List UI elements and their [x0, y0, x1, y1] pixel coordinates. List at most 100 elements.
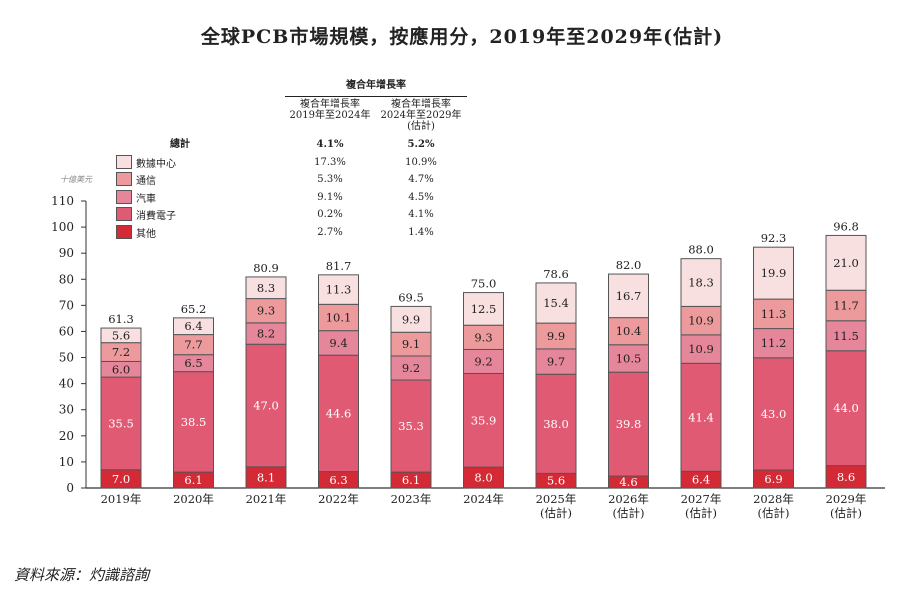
x-tick-label: 2027年: [681, 492, 722, 506]
cagr-value: 4.5%: [408, 191, 434, 203]
x-tick-label: (估計): [613, 506, 645, 520]
bar-segment: [535, 373, 577, 474]
bar-segment: [753, 357, 794, 471]
x-tick-label: (估計): [540, 506, 572, 520]
data-label: 44.0: [833, 401, 859, 415]
cagr-row-label: 消費電子: [116, 207, 316, 225]
data-label: 6.4: [184, 319, 202, 333]
bar-segment: [680, 258, 722, 307]
cagr-row-label: 總計: [170, 139, 190, 150]
data-label: 11.7: [833, 298, 859, 312]
cagr-value: 5.2%: [407, 139, 435, 150]
data-label: 18.3: [688, 276, 714, 290]
data-label: 8.3: [257, 281, 275, 295]
data-label: 9.3: [257, 304, 275, 318]
y-tick-label: 40: [59, 377, 74, 391]
x-tick-label: (估計): [758, 506, 790, 520]
bar-segment: [245, 343, 287, 468]
x-tick-label: 2020年: [173, 492, 214, 506]
y-tick-label: 20: [59, 429, 74, 443]
total-label: 96.8: [833, 219, 859, 233]
bar-segment: [318, 330, 359, 356]
cagr-value: 4.1%: [408, 209, 434, 220]
bar-segment: [535, 348, 577, 375]
data-label: 35.3: [398, 419, 424, 433]
data-label: 8.6: [837, 470, 855, 484]
data-label: 6.0: [112, 362, 130, 376]
total-label: 61.3: [108, 312, 134, 326]
cagr-column-2: 複合年增長率 2024年至2029年 (估計): [376, 99, 466, 132]
y-axis-unit: 十億美元: [60, 175, 92, 184]
data-label: 8.0: [474, 471, 492, 485]
data-label: 9.2: [474, 354, 492, 368]
data-label: 9.3: [474, 330, 492, 344]
data-label: 7.0: [112, 472, 130, 486]
cagr-row-label: 通信: [116, 172, 316, 190]
x-tick-label: (估計): [830, 506, 862, 520]
data-label: 10.4: [616, 324, 642, 338]
data-label: 4.6: [619, 475, 637, 489]
x-tick-label: 2029年: [826, 492, 867, 506]
data-label: 10.9: [688, 314, 714, 328]
data-label: 35.5: [108, 416, 134, 430]
y-tick-label: 90: [59, 246, 74, 260]
bar-segment: [318, 354, 359, 473]
bar-segment: [463, 292, 504, 326]
x-tick-label: 2019年: [101, 492, 142, 506]
cagr-value: 9.1%: [317, 191, 343, 203]
data-label: 41.4: [688, 410, 714, 424]
bar-segment: [100, 327, 142, 344]
data-label: 9.9: [402, 312, 420, 326]
total-label: 82.0: [616, 258, 642, 272]
bar-segment: [390, 379, 432, 473]
data-label: 39.8: [616, 417, 642, 431]
data-label: 6.1: [184, 473, 202, 487]
cagr-value: 17.3%: [314, 156, 346, 168]
cagr-value: 4.1%: [316, 139, 344, 150]
y-tick-label: 60: [59, 324, 74, 338]
data-label: 35.9: [471, 413, 497, 427]
data-label: 44.6: [326, 406, 352, 420]
bar-segment: [463, 372, 504, 468]
y-tick-label: 110: [51, 194, 74, 208]
bar-segment: [608, 371, 649, 477]
data-label: 9.2: [402, 361, 420, 375]
x-tick-label: 2023年: [391, 492, 432, 506]
y-tick-label: 70: [59, 298, 74, 312]
total-label: 81.7: [326, 259, 352, 273]
total-label: 80.9: [253, 261, 279, 275]
y-tick-label: 100: [51, 220, 74, 234]
bar-segment: [245, 276, 287, 300]
total-label: 78.6: [543, 267, 569, 281]
cagr-value: 2.7%: [317, 226, 343, 238]
total-label: 65.2: [181, 302, 207, 316]
data-label: 15.4: [543, 296, 569, 310]
data-label: 8.2: [257, 327, 275, 341]
bar-segment: [825, 320, 867, 352]
data-label: 10.9: [688, 342, 714, 356]
cagr-column-1: 複合年增長率 2019年至2024年: [285, 99, 375, 121]
cagr-value: 5.3%: [317, 174, 343, 185]
cagr-column-1-label: 複合年增長率 2019年至2024年: [289, 99, 371, 121]
data-label: 9.1: [402, 337, 420, 351]
data-label: 8.1: [257, 470, 275, 484]
data-label: 5.6: [112, 328, 130, 342]
data-label: 6.5: [184, 356, 202, 370]
bar-segment: [318, 274, 359, 305]
bar-segment: [463, 348, 504, 374]
cagr-value: 0.2%: [317, 209, 343, 220]
legend-swatch: [116, 172, 132, 186]
total-label: 75.0: [471, 277, 497, 291]
bar-segment: [100, 376, 142, 471]
cagr-value: 4.7%: [408, 174, 434, 185]
bar-segment: [173, 371, 214, 473]
x-tick-label: 2022年: [318, 492, 359, 506]
data-label: 6.4: [692, 473, 710, 487]
cagr-row-label: 其他: [116, 224, 316, 243]
cagr-row-label: 數據中心: [116, 154, 316, 173]
data-label: 10.1: [326, 310, 352, 324]
y-tick-label: 0: [66, 481, 74, 495]
bar-segment: [535, 282, 577, 324]
data-label: 6.9: [764, 472, 782, 486]
